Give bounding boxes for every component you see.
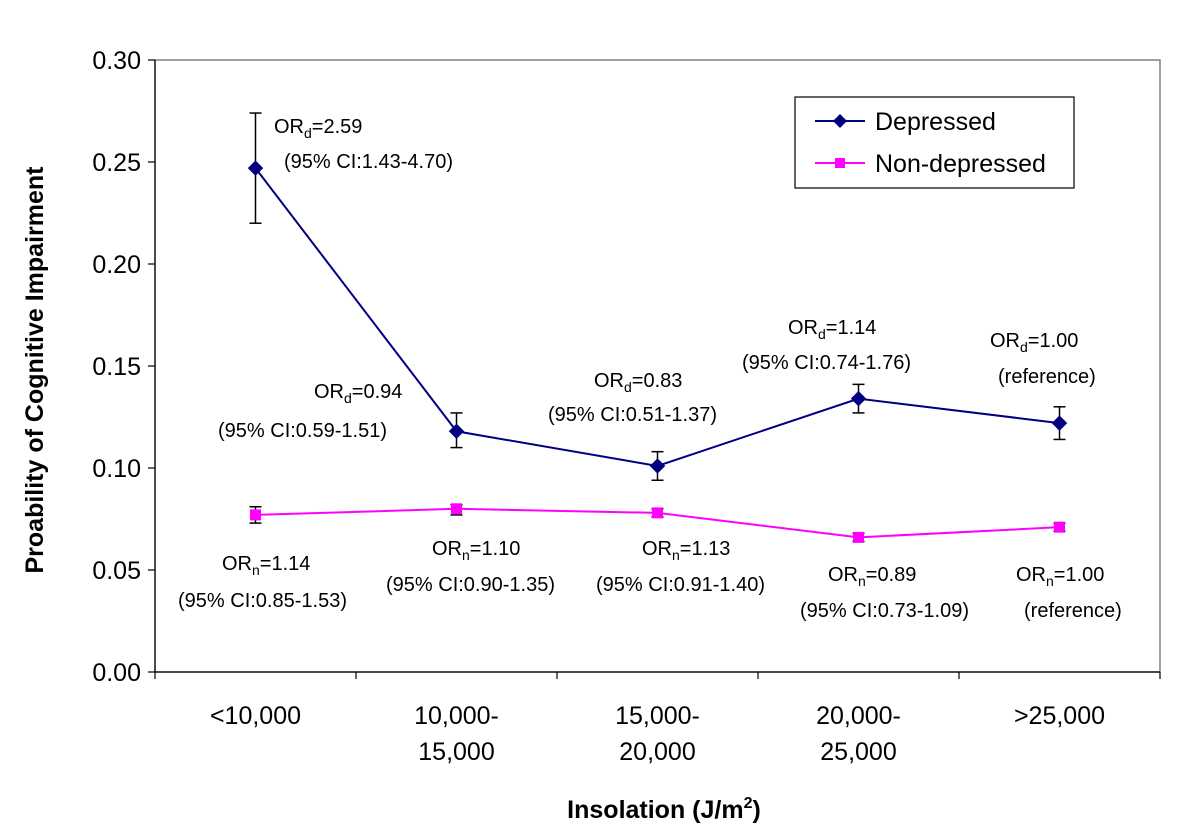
legend-marker-diamond [833, 114, 847, 128]
annotation-ci-nondepressed: (95% CI:0.85-1.53) [178, 590, 347, 612]
annotation-or-nondepressed: ORn=1.13 [642, 538, 730, 563]
x-axis-title: Insolation (J/m2) [567, 795, 761, 824]
x-tick-label: 20,000 [619, 738, 695, 766]
data-point-diamond [850, 390, 867, 407]
y-tick-label: 0.25 [92, 149, 141, 177]
x-tick-label: <10,000 [210, 702, 301, 730]
data-point-square [250, 509, 261, 521]
annotation-or-nondepressed: ORn=0.89 [828, 564, 916, 589]
y-axis-title: Proability of Cognitive Impairment [21, 166, 49, 574]
y-tick-label: 0.30 [92, 47, 141, 75]
legend-marker-square [835, 158, 845, 168]
x-tick-label: >25,000 [1014, 702, 1105, 730]
annotation-ci-depressed: (95% CI:1.43-4.70) [284, 151, 453, 173]
y-tick-label: 0.10 [92, 455, 141, 483]
annotation-or-depressed: ORd=1.00 [990, 330, 1078, 355]
y-tick-label: 0.20 [92, 251, 141, 279]
legend-label: Depressed [875, 108, 996, 136]
x-tick-label: 15,000 [418, 738, 494, 766]
annotation-ci-nondepressed: (95% CI:0.91-1.40) [596, 574, 765, 596]
data-point-square [451, 503, 462, 515]
data-point-square [853, 531, 864, 543]
data-point-diamond [247, 160, 264, 176]
x-tick-label: 10,000- [414, 702, 499, 730]
data-point-square [652, 507, 663, 519]
annotation-or-depressed: ORd=0.83 [594, 370, 682, 395]
annotation-ci-nondepressed: (95% CI:0.90-1.35) [386, 574, 555, 596]
annotation-ci-depressed: (reference) [998, 366, 1096, 388]
y-tick-label: 0.15 [92, 353, 141, 381]
x-tick-label: 15,000- [615, 702, 700, 730]
annotation-ci-nondepressed: (reference) [1024, 600, 1122, 622]
annotation-ci-depressed: (95% CI:0.51-1.37) [548, 404, 717, 426]
x-tick-label: 25,000 [820, 738, 896, 766]
series-non-depressed [249, 503, 1066, 543]
y-tick-label: 0.05 [92, 557, 141, 585]
data-point-square [1054, 521, 1065, 533]
annotation-or-depressed: ORd=2.59 [274, 116, 362, 141]
legend: Depressed Non-depressed [794, 96, 1075, 189]
legend-box [794, 96, 1075, 189]
x-tick-label: 20,000- [816, 702, 901, 730]
annotation-or-nondepressed: ORn=1.14 [222, 553, 310, 578]
annotation-ci-depressed: (95% CI:0.74-1.76) [742, 352, 911, 374]
data-point-diamond [1051, 415, 1068, 431]
data-point-diamond [649, 458, 666, 474]
y-tick-label: 0.00 [92, 659, 141, 687]
data-point-diamond [448, 423, 465, 439]
annotation-or-nondepressed: ORn=1.10 [432, 538, 520, 563]
annotation-ci-depressed: (95% CI:0.59-1.51) [218, 420, 387, 442]
annotation-or-nondepressed: ORn=1.00 [1016, 564, 1104, 589]
series-depressed [247, 112, 1068, 481]
annotation-ci-nondepressed: (95% CI:0.73-1.09) [800, 600, 969, 622]
annotation-or-depressed: ORd=1.14 [788, 317, 876, 342]
legend-label: Non-depressed [875, 150, 1046, 178]
annotation-or-depressed: ORd=0.94 [314, 381, 402, 406]
